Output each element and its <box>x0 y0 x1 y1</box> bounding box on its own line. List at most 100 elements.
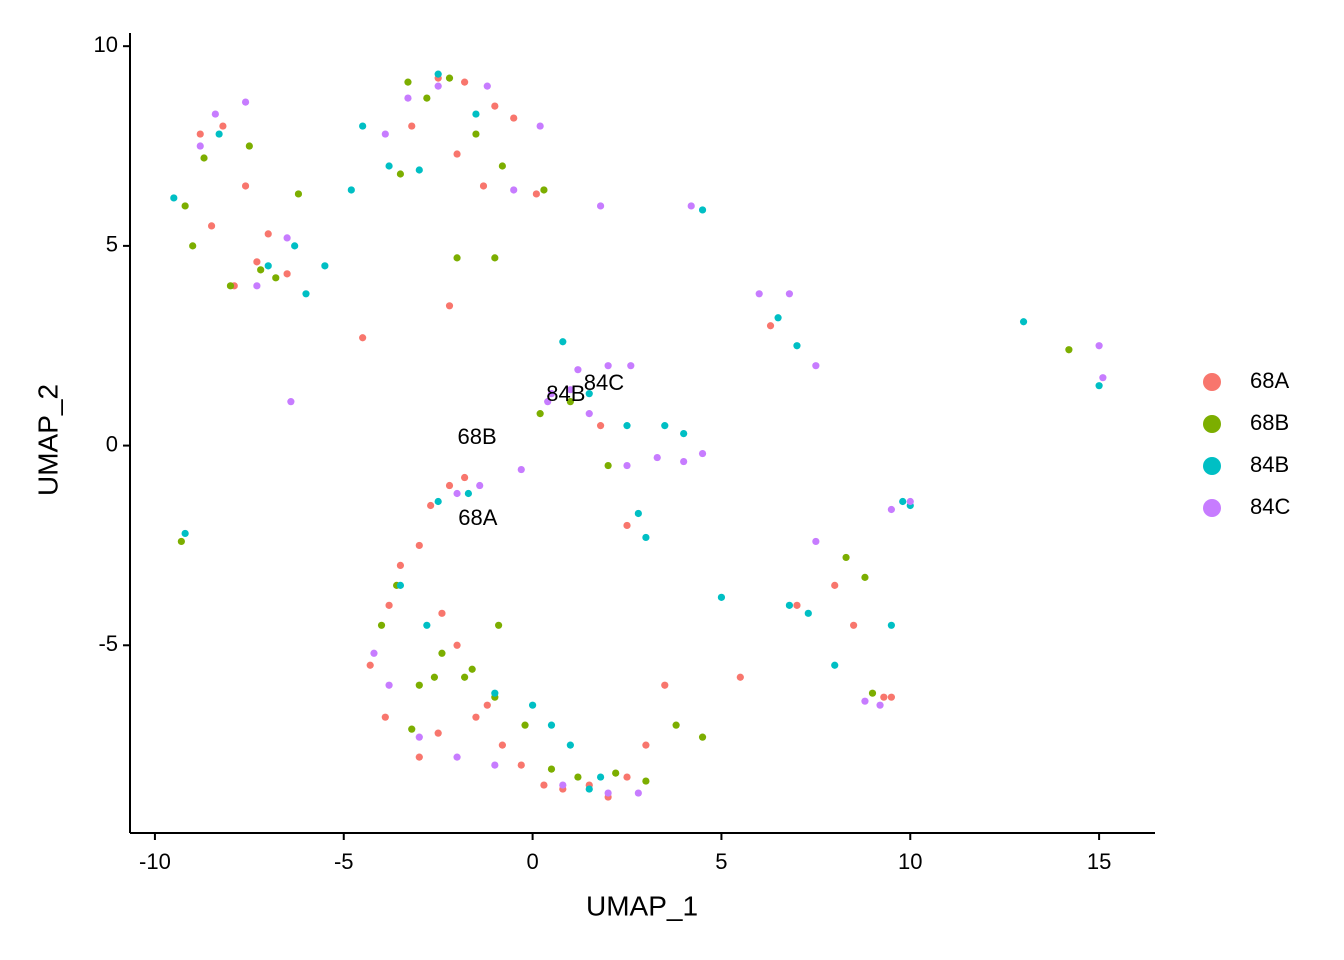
point <box>698 449 707 458</box>
point <box>532 190 540 198</box>
x-tick-label: 5 <box>715 849 727 874</box>
point <box>1099 374 1107 382</box>
point <box>404 78 412 86</box>
point <box>766 322 775 330</box>
point <box>517 465 525 474</box>
point <box>812 362 820 370</box>
point <box>498 741 506 749</box>
point <box>181 202 189 210</box>
point <box>642 741 650 749</box>
point <box>241 182 250 190</box>
point <box>528 701 537 709</box>
point <box>774 314 782 322</box>
y-tick-label: 0 <box>106 431 118 456</box>
point <box>536 122 544 130</box>
point <box>653 453 661 462</box>
point <box>196 130 204 138</box>
x-tick-label: 15 <box>1087 849 1111 874</box>
point <box>698 733 707 741</box>
point <box>861 697 869 705</box>
point <box>381 713 389 721</box>
point <box>370 649 378 657</box>
point <box>215 130 223 138</box>
point <box>491 254 499 262</box>
point <box>381 130 389 138</box>
point <box>566 741 574 749</box>
point <box>642 533 650 542</box>
point <box>415 681 423 689</box>
point <box>461 473 469 482</box>
point <box>831 581 839 589</box>
point <box>377 621 386 629</box>
point <box>464 489 472 498</box>
point <box>585 410 593 418</box>
x-tick-label: -5 <box>334 849 354 874</box>
point <box>559 338 567 346</box>
x-tick-label: 0 <box>526 849 538 874</box>
point <box>438 609 446 617</box>
point <box>472 130 480 138</box>
point <box>170 194 178 202</box>
point <box>887 505 895 514</box>
point <box>1065 346 1073 354</box>
point <box>623 422 631 430</box>
legend-marker <box>1203 373 1221 391</box>
point <box>453 254 461 262</box>
point <box>253 258 261 266</box>
point <box>491 761 499 769</box>
point <box>585 785 593 793</box>
point <box>596 422 605 430</box>
point <box>291 242 299 250</box>
point <box>408 725 416 733</box>
point <box>434 82 442 90</box>
point <box>445 481 454 490</box>
point <box>627 362 635 370</box>
legend-marker <box>1203 499 1221 517</box>
point <box>472 110 480 118</box>
point <box>359 122 367 130</box>
point <box>566 398 574 406</box>
point <box>415 166 423 174</box>
point <box>596 202 605 210</box>
point <box>211 110 219 118</box>
y-tick-label: -5 <box>98 631 118 656</box>
point <box>755 290 763 298</box>
point <box>574 366 582 374</box>
point <box>359 334 367 342</box>
point <box>226 282 235 290</box>
point <box>453 489 461 498</box>
point <box>559 781 567 789</box>
point <box>445 302 454 310</box>
point <box>547 721 556 729</box>
point <box>566 386 574 394</box>
point <box>498 162 506 170</box>
point <box>574 773 582 781</box>
point <box>899 497 907 506</box>
point <box>219 122 227 130</box>
legend-label: 84B <box>1250 452 1289 477</box>
point <box>642 777 650 785</box>
point <box>264 262 272 270</box>
point <box>785 290 794 298</box>
y-tick-label: 5 <box>106 232 118 257</box>
point <box>423 94 431 102</box>
point <box>687 202 695 210</box>
point <box>472 713 480 721</box>
point <box>680 457 688 466</box>
point <box>793 601 801 609</box>
point <box>510 186 518 194</box>
point <box>453 753 461 761</box>
point <box>517 761 525 769</box>
point <box>547 390 556 398</box>
point <box>483 701 491 709</box>
point <box>634 789 642 797</box>
point <box>604 789 612 797</box>
cluster-label: 68A <box>458 505 497 530</box>
point <box>283 270 291 278</box>
point <box>850 621 858 629</box>
point <box>434 497 442 506</box>
point <box>491 689 499 697</box>
point <box>302 290 310 298</box>
point <box>536 410 544 418</box>
